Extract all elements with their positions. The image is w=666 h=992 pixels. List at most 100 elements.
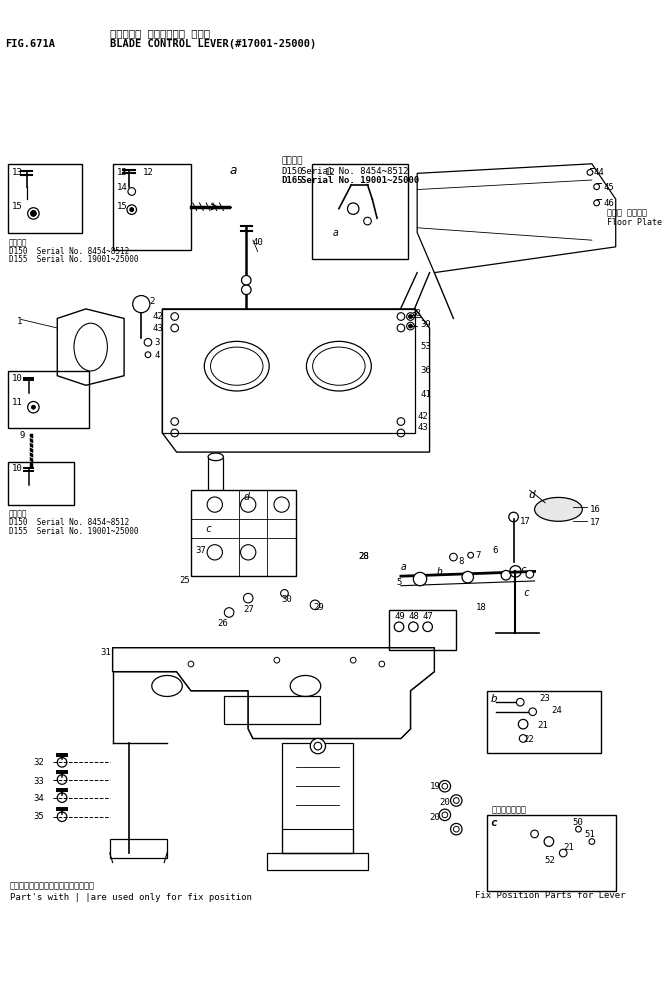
Bar: [282, 743, 353, 853]
Text: 43: 43: [153, 324, 163, 333]
Text: d: d: [244, 492, 249, 502]
Bar: [163, 309, 416, 433]
Bar: [110, 838, 167, 858]
Text: 3: 3: [155, 337, 160, 346]
Bar: [282, 829, 353, 853]
Text: c: c: [491, 817, 498, 827]
Text: 9: 9: [19, 432, 25, 440]
Text: 43: 43: [417, 424, 428, 433]
Bar: [7, 371, 89, 429]
Text: 適用号機: 適用号機: [9, 238, 27, 247]
Text: 35: 35: [33, 812, 44, 821]
Text: 15: 15: [117, 202, 127, 211]
Text: FIG.671A: FIG.671A: [5, 39, 55, 49]
Text: Floor Plate: Floor Plate: [607, 218, 662, 227]
Text: 44: 44: [594, 168, 605, 177]
Text: D165: D165: [282, 177, 303, 186]
Circle shape: [462, 571, 474, 583]
Text: d: d: [528, 490, 535, 500]
Text: Serial No. 8454~8512: Serial No. 8454~8512: [301, 167, 408, 176]
Text: 28: 28: [358, 553, 369, 561]
Text: Fix Position Parts for Lever: Fix Position Parts for Lever: [476, 891, 626, 900]
Bar: [312, 164, 408, 259]
Bar: [487, 690, 601, 753]
Text: 18: 18: [476, 603, 486, 612]
Text: 適用号機: 適用号機: [9, 509, 27, 519]
Text: 52: 52: [544, 856, 555, 865]
Text: 31: 31: [101, 648, 111, 657]
Circle shape: [310, 738, 326, 754]
Text: b: b: [437, 566, 443, 576]
Text: D155  Serial No. 19001~25000: D155 Serial No. 19001~25000: [9, 527, 138, 536]
Text: D150  Serial No. 8454~8512: D150 Serial No. 8454~8512: [9, 247, 129, 256]
Ellipse shape: [208, 558, 223, 565]
Bar: [224, 695, 320, 724]
Text: 12: 12: [324, 168, 335, 177]
Text: 49: 49: [394, 612, 405, 621]
Text: D155  Serial No. 19001~25000: D155 Serial No. 19001~25000: [9, 256, 138, 265]
Text: 25: 25: [179, 576, 190, 585]
Circle shape: [501, 570, 511, 580]
Circle shape: [242, 276, 251, 285]
Text: 13: 13: [11, 168, 22, 177]
Text: 13: 13: [117, 168, 127, 177]
Text: 17: 17: [520, 517, 531, 526]
Text: 20: 20: [439, 798, 450, 806]
Bar: [113, 164, 191, 250]
Text: 37: 37: [196, 546, 206, 555]
Text: 21: 21: [537, 721, 548, 730]
Text: 29: 29: [313, 603, 324, 612]
Circle shape: [408, 314, 412, 318]
Text: 33: 33: [33, 777, 44, 786]
Text: a: a: [332, 228, 338, 238]
Text: 36: 36: [420, 366, 431, 375]
Text: 45: 45: [603, 183, 614, 191]
Text: 適用号機: 適用号機: [282, 156, 303, 165]
Text: 7: 7: [476, 552, 481, 560]
Text: 38: 38: [410, 309, 421, 317]
Text: 21: 21: [563, 843, 574, 852]
Text: 30: 30: [282, 595, 292, 604]
Text: 14: 14: [117, 183, 127, 191]
Text: ｜｜印部品は位置決めのみで使用させ: ｜｜印部品は位置決めのみで使用させ: [9, 882, 95, 891]
Text: c: c: [520, 564, 526, 574]
Text: 8: 8: [458, 558, 464, 566]
Text: 34: 34: [33, 794, 44, 803]
Text: フロア プレート: フロア プレート: [607, 208, 647, 217]
Text: 17: 17: [590, 518, 601, 527]
Text: 20: 20: [430, 812, 440, 822]
Bar: [208, 457, 223, 561]
Ellipse shape: [535, 497, 582, 522]
Circle shape: [133, 296, 150, 312]
Text: BLADE CONTROL LEVER(#17001-25000): BLADE CONTROL LEVER(#17001-25000): [110, 39, 316, 49]
Text: 19: 19: [430, 783, 440, 792]
Text: 16: 16: [590, 505, 601, 514]
Text: 10: 10: [11, 464, 22, 473]
Text: 40: 40: [253, 238, 264, 247]
Circle shape: [526, 570, 533, 578]
Bar: [487, 814, 616, 891]
Text: b: b: [491, 693, 498, 703]
Text: 42: 42: [153, 311, 163, 320]
Bar: [7, 164, 82, 232]
Polygon shape: [113, 648, 434, 738]
Text: 6: 6: [493, 546, 498, 555]
Text: 15: 15: [11, 202, 22, 211]
Ellipse shape: [208, 453, 223, 460]
Text: Serial No. 19001~25000: Serial No. 19001~25000: [301, 177, 419, 186]
Text: a: a: [401, 561, 407, 571]
Text: D150: D150: [282, 167, 303, 176]
Text: 27: 27: [244, 605, 254, 614]
Text: 32: 32: [33, 758, 44, 767]
Text: Part's with | |are used only for fix position: Part's with | |are used only for fix pos…: [9, 893, 252, 902]
Text: 24: 24: [551, 706, 563, 715]
Circle shape: [408, 324, 412, 328]
Bar: [267, 853, 368, 870]
Text: 46: 46: [603, 199, 614, 208]
Circle shape: [130, 207, 134, 211]
Text: 23: 23: [539, 693, 550, 702]
Text: 12: 12: [143, 168, 154, 177]
Circle shape: [414, 572, 427, 585]
Text: 41: 41: [420, 390, 431, 399]
Circle shape: [242, 285, 251, 295]
